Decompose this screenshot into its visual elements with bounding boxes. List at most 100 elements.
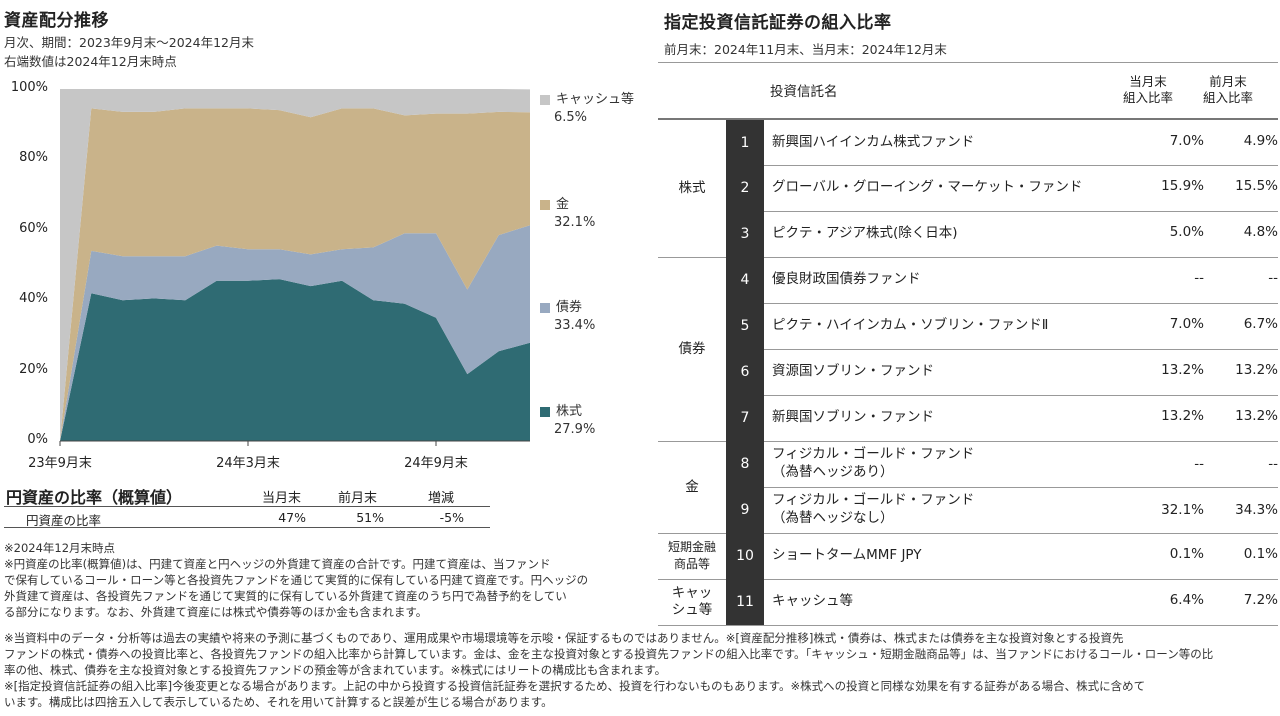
fund-name: ピクテ・アジア株式(除く日本) (772, 224, 958, 242)
fund-number: 1 (726, 120, 764, 165)
fund-row: 11 キャッシュ等 6.4% 7.2% (726, 579, 1278, 626)
fund-name-line: キャッシュ等 (772, 593, 853, 609)
fund-previous-ratio: 13.2% (1235, 408, 1278, 424)
legend-cash-value: 6.5% (554, 110, 588, 125)
note-line: る部分になります。なお、外貨建て資産には株式や債券等のほか金も含まれます。 (4, 605, 428, 619)
fund-name: 新興国ハイインカム株式ファンド (772, 133, 974, 151)
area-series-金 (60, 108, 530, 442)
disclaimer-notes: ※当資料中のデータ・分析等は過去の実績や将来の予測に基づくものであり、運用成果や… (4, 630, 1278, 710)
fund-name: ピクテ・ハイインカム・ソブリン・ファンドⅡ (772, 316, 1048, 334)
category-label-line: 短期金融 (667, 540, 716, 554)
fund-number: 2 (726, 165, 764, 211)
fund-number: 8 (726, 441, 764, 487)
fund-name-line: グローバル・グローイング・マーケット・ファンド (772, 179, 1083, 195)
y-tick-label: 80% (19, 150, 48, 166)
fund-row: 2 グローバル・グローイング・マーケット・ファンド 15.9% 15.5% (726, 165, 1278, 212)
legend-equity: 株式 27.9% (540, 400, 595, 437)
fund-number: 6 (726, 349, 764, 395)
legend-gold-value: 32.1% (554, 215, 596, 230)
yen-diff-value: -5% (439, 510, 464, 525)
holdings-table-header: 投資信託名 当月末 組入比率 前月末 組入比率 (658, 70, 1278, 120)
y-tick-label: 0% (27, 432, 48, 447)
holdings-period: 前月末：2024年11月末、当月末：2024年12月末 (664, 42, 947, 57)
fund-row: 4 優良財政国債券ファンド -- -- (726, 257, 1278, 304)
category-label-line: 商品等 (673, 557, 710, 571)
fund-previous-ratio: 7.2% (1243, 592, 1278, 608)
fund-row: 1 新興国ハイインカム株式ファンド 7.0% 4.9% (726, 120, 1278, 166)
fund-name: グローバル・グローイング・マーケット・ファンド (772, 178, 1082, 196)
fund-previous-ratio: 13.2% (1235, 362, 1278, 378)
legend-gold-label: 金 (556, 197, 570, 212)
category-label: 金 (685, 478, 699, 495)
y-tick-label: 40% (19, 291, 48, 307)
fund-previous-ratio: -- (1268, 456, 1278, 472)
fund-current-ratio: 0.1% (1169, 546, 1204, 562)
fund-previous-ratio: -- (1268, 270, 1278, 286)
note-line: で保有しているコール・ローン等と各投資先ファンドを通じて実質的に保有している円建… (4, 573, 589, 587)
note-line: 率の他、株式、債券を主な投資対象とする投資先ファンドの預金等が含まれています。※… (4, 663, 667, 677)
fund-name-line: 資源国ソブリン・ファンド (772, 363, 934, 379)
yen-notes: ※2024年12月末時点 ※円資産の比率(概算値)は、円建て資産と円ヘッジの外貨… (4, 540, 644, 620)
fund-name: 新興国ソブリン・ファンド (772, 408, 934, 426)
legend-cash: キャッシュ等 6.5% (540, 88, 635, 125)
x-tick-label: 23年9月末 (28, 456, 92, 471)
category-divider (658, 533, 726, 534)
fund-name-line: フィジカル・ゴールド・ファンド (772, 492, 975, 508)
holdings-top-rule (658, 62, 1278, 63)
fund-previous-ratio: 15.5% (1235, 178, 1278, 194)
fund-current-ratio: 7.0% (1169, 133, 1204, 149)
fund-name: キャッシュ等 (772, 592, 853, 610)
legend-equity-label: 株式 (556, 404, 583, 419)
fund-row: 7 新興国ソブリン・ファンド 13.2% 13.2% (726, 395, 1278, 442)
fund-name: フィジカル・ゴールド・ファンド （為替ヘッジあり） (772, 445, 974, 481)
fund-row: 6 資源国ソブリン・ファンド 13.2% 13.2% (726, 349, 1278, 396)
category-label: 短期金融 商品等 (658, 533, 726, 579)
fund-name-line: 新興国ハイインカム株式ファンド (772, 134, 975, 150)
fund-row: 9 フィジカル・ゴールド・ファンド （為替ヘッジなし） 32.1% 34.3% (726, 487, 1278, 534)
chart-period: 月次、期間：2023年9月末～2024年12月末 (4, 35, 254, 50)
note-line: ※円資産の比率(概算値)は、円建て資産と円ヘッジの外貨建て資産の合計です。円建て… (4, 557, 551, 571)
area-series-債券 (60, 225, 530, 441)
y-tick-label: 60% (19, 220, 48, 236)
category-label: キャッ シュ等 (658, 579, 726, 625)
fund-row: 10 ショートタームMMF JPY 0.1% 0.1% (726, 533, 1278, 580)
fund-previous-ratio: 34.3% (1235, 502, 1278, 518)
fund-name-line: （為替ヘッジあり） (772, 464, 894, 480)
legend-bond: 債券 33.4% (540, 296, 595, 333)
fund-number: 10 (726, 533, 764, 579)
category-label: 株式 (678, 180, 706, 196)
header-previous: 前月末 組入比率 (1188, 74, 1268, 106)
fund-current-ratio: 15.9% (1161, 178, 1204, 194)
fund-number: 3 (726, 211, 764, 257)
legend-bond-swatch (540, 302, 550, 313)
fund-name-line: 新興国ソブリン・ファンド (772, 409, 934, 425)
legend-cash-label: キャッシュ等 (556, 92, 635, 107)
category-label-line: シュ等 (671, 602, 713, 618)
legend-gold-swatch (540, 199, 550, 210)
note-line: ※2024年12月末時点 (4, 541, 116, 555)
category-divider (658, 441, 726, 442)
fund-previous-ratio: 0.1% (1243, 546, 1278, 562)
chart-note: 右端数値は2024年12月末時点 (4, 54, 177, 69)
yen-col-previous: 前月末 (338, 491, 378, 506)
fund-previous-ratio: 6.7% (1243, 316, 1278, 332)
fund-name: ショートタームMMF JPY (772, 546, 922, 564)
legend-cash-swatch (540, 94, 550, 105)
yen-table-title: 円資産の比率（概算値） (6, 488, 183, 507)
y-tick-label: 100% (10, 80, 48, 95)
fund-current-ratio: 13.2% (1161, 408, 1204, 424)
note-line: ※当資料中のデータ・分析等は過去の実績や将来の予測に基づくものであり、運用成果や… (4, 631, 1124, 645)
legend-equity-value: 27.9% (554, 422, 596, 437)
category-divider (658, 625, 726, 626)
fund-row: 5 ピクテ・ハイインカム・ソブリン・ファンドⅡ 7.0% 6.7% (726, 303, 1278, 350)
note-line: ※[指定投資信託証券の組入比率]今後変更となる場合があります。上記の中から投資す… (4, 679, 1146, 693)
y-tick-label: 20% (19, 361, 48, 377)
chart-title: 資産配分推移 (4, 11, 109, 31)
yen-table-row: 円資産の比率 47% 51% -5% (4, 507, 490, 528)
fund-name-line: （為替ヘッジなし） (772, 510, 894, 526)
fund-name-line: ピクテ・アジア株式(除く日本) (772, 225, 958, 241)
note-line: 外貨建て資産は、各投資先ファンドを通じて実質的に保有している外貨建て資産のうち円… (4, 589, 567, 603)
legend-bond-label: 債券 (556, 300, 583, 315)
fund-number: 11 (726, 579, 764, 625)
fund-name: 資源国ソブリン・ファンド (772, 362, 934, 380)
